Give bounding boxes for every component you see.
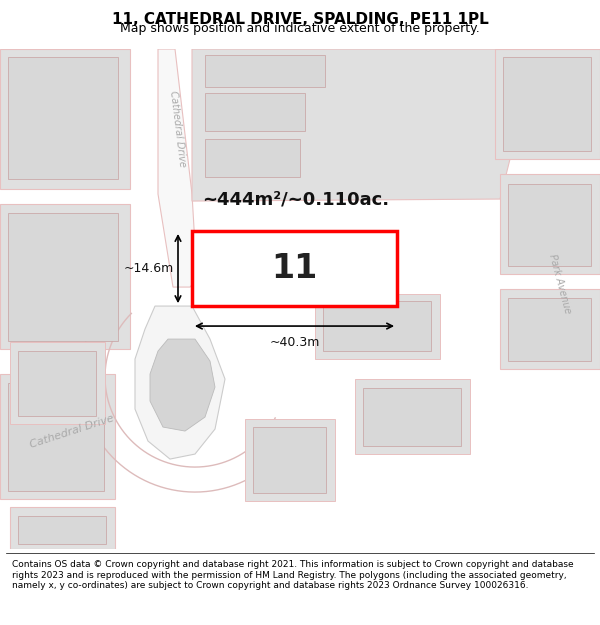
Text: ~444m²/~0.110ac.: ~444m²/~0.110ac. <box>202 190 389 208</box>
Bar <box>355 379 470 454</box>
Bar <box>18 516 106 544</box>
Text: Cathedral Drive: Cathedral Drive <box>29 412 115 449</box>
Bar <box>500 174 600 274</box>
Polygon shape <box>158 49 197 287</box>
Text: Contains OS data © Crown copyright and database right 2021. This information is : Contains OS data © Crown copyright and d… <box>12 560 574 590</box>
Polygon shape <box>192 49 520 201</box>
Text: 11: 11 <box>271 252 317 285</box>
Polygon shape <box>135 306 225 459</box>
Bar <box>0 204 130 349</box>
Text: Cathedral Drive: Cathedral Drive <box>169 90 188 168</box>
Text: ~14.6m: ~14.6m <box>124 262 174 275</box>
Bar <box>0 374 115 499</box>
Bar <box>253 427 326 493</box>
Bar <box>205 93 305 131</box>
Bar <box>205 55 325 87</box>
Bar <box>503 57 591 151</box>
Bar <box>8 213 118 341</box>
Bar <box>508 298 591 361</box>
Bar <box>10 507 115 549</box>
Text: Park Avenue: Park Avenue <box>547 253 573 315</box>
Bar <box>10 342 105 424</box>
Text: 11, CATHEDRAL DRIVE, SPALDING, PE11 1PL: 11, CATHEDRAL DRIVE, SPALDING, PE11 1PL <box>112 12 488 27</box>
Text: Map shows position and indicative extent of the property.: Map shows position and indicative extent… <box>120 22 480 35</box>
Bar <box>0 49 130 189</box>
Bar <box>8 57 118 179</box>
Bar <box>495 49 600 159</box>
Text: ~40.3m: ~40.3m <box>269 336 320 349</box>
Bar <box>18 351 96 416</box>
Bar <box>192 231 397 306</box>
Bar <box>8 383 104 491</box>
Bar <box>205 139 300 177</box>
Bar <box>363 388 461 446</box>
Bar <box>323 301 431 351</box>
Bar <box>500 289 600 369</box>
Bar <box>508 184 591 266</box>
Bar <box>315 294 440 359</box>
Bar <box>245 419 335 501</box>
Polygon shape <box>150 339 215 431</box>
